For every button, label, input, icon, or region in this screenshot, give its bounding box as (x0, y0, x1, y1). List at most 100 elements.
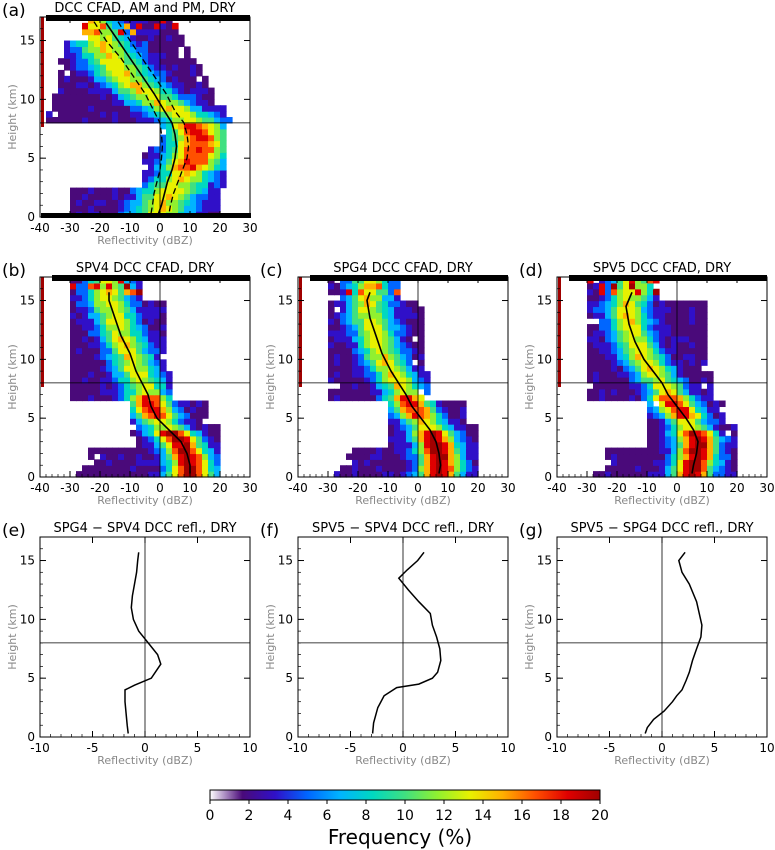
cfad-cell (400, 412, 407, 419)
cfad-cell (382, 371, 389, 378)
cfad-cell (154, 46, 161, 53)
cfad-cell (713, 465, 720, 472)
cfad-cell (364, 341, 371, 349)
cfad-cell (328, 306, 335, 313)
cfad-cell (70, 312, 77, 319)
cfad-cell (424, 441, 431, 449)
cfad-cell (629, 294, 636, 302)
cfad-cell (154, 175, 161, 183)
cfad-cell (154, 152, 161, 159)
cfad-cell (100, 22, 107, 30)
cfad-cell (605, 312, 612, 319)
cfad-cell (130, 471, 137, 478)
cfad-cell (605, 282, 612, 290)
cfad-cell (629, 388, 636, 396)
cfad-cell (196, 406, 203, 413)
cfad-cell (412, 329, 419, 337)
cfad-cell (719, 412, 726, 419)
cfad-cell (647, 312, 654, 319)
cfad-cell (166, 181, 173, 189)
cfad-cell (352, 318, 359, 325)
cfad-cell (208, 158, 215, 165)
cfad-cell (653, 359, 660, 366)
cfad-cell (376, 388, 383, 396)
cfad-cell (647, 335, 654, 343)
cfad-cell (178, 453, 185, 460)
cfad-cell (364, 312, 371, 319)
cfad-cell (605, 471, 612, 478)
cfad-cell (647, 359, 654, 366)
cfad-cell (166, 122, 173, 130)
cfad-cell (214, 424, 221, 431)
cfad-cell (587, 377, 594, 384)
cfad-cell (653, 365, 660, 372)
cfad-cell (587, 359, 594, 366)
cfad-cell (382, 288, 389, 296)
cfad-cell (376, 347, 383, 355)
cfad-cell (208, 193, 215, 200)
cfad-cell (166, 28, 173, 36)
cfad-cell (358, 294, 365, 302)
cfad-cell (400, 318, 407, 325)
cfad-cell (136, 471, 143, 478)
cfad-cell (124, 111, 131, 118)
colorbar-tick-label: 2 (245, 808, 254, 824)
cfad-cell (599, 471, 606, 478)
cfad-cell (448, 412, 455, 419)
cfad-cell (172, 400, 179, 408)
cfad-cell (671, 329, 678, 337)
cfad-cell (154, 441, 161, 449)
cfad-cell (214, 199, 221, 206)
cfad-cell (148, 99, 155, 106)
cfad-cell (689, 429, 696, 437)
cfad-cell (358, 288, 365, 296)
cfad-cell (130, 205, 137, 212)
cfad-cell (593, 388, 600, 396)
cfad-cell (112, 329, 119, 337)
cfad-cell (436, 418, 443, 425)
cfad-cell (88, 111, 95, 118)
cfad-cell (647, 371, 654, 378)
cfad-cell (388, 465, 395, 472)
cfad-cell (142, 465, 149, 472)
cfad-cell (118, 199, 125, 206)
cfad-cell (76, 46, 83, 53)
cfad-cell (647, 294, 654, 302)
cfad-cell (112, 394, 119, 402)
cfad-cell (430, 435, 437, 443)
cfad-cell (94, 465, 101, 472)
cfad-cell (376, 312, 383, 319)
cfad-cell (641, 324, 648, 331)
cfad-cell (76, 388, 83, 396)
cfad-cell (629, 447, 636, 455)
cfad-cell (653, 441, 660, 449)
cfad-cell (719, 453, 726, 460)
cfad-cell (124, 365, 131, 372)
cfad-cell (713, 453, 720, 460)
cfad-cell (160, 69, 167, 77)
cfad-cell (118, 105, 125, 112)
cfad-cell (641, 394, 648, 402)
cfad-cell (112, 377, 119, 384)
cfad-cell (376, 453, 383, 460)
cfad-cell (683, 371, 690, 378)
cfad-cell (118, 294, 125, 302)
cfad-cell (184, 81, 191, 89)
cfad-cell (364, 306, 371, 313)
cfad-cell (88, 447, 95, 455)
cfad-cell (166, 105, 173, 112)
cfad-cell (635, 335, 642, 343)
cfad-cell (346, 282, 353, 290)
cfad-cell (611, 371, 618, 378)
cfad-cell (605, 388, 612, 396)
cfad-cell (184, 69, 191, 77)
cfad-cell (683, 341, 690, 349)
cfad-cell (136, 288, 143, 296)
cfad-cell (623, 394, 630, 402)
cfad-cell (94, 81, 101, 89)
cfad-cell (118, 75, 125, 83)
cfad-cell (382, 365, 389, 372)
cfad-cell (64, 52, 71, 59)
cfad-cell (701, 418, 708, 425)
